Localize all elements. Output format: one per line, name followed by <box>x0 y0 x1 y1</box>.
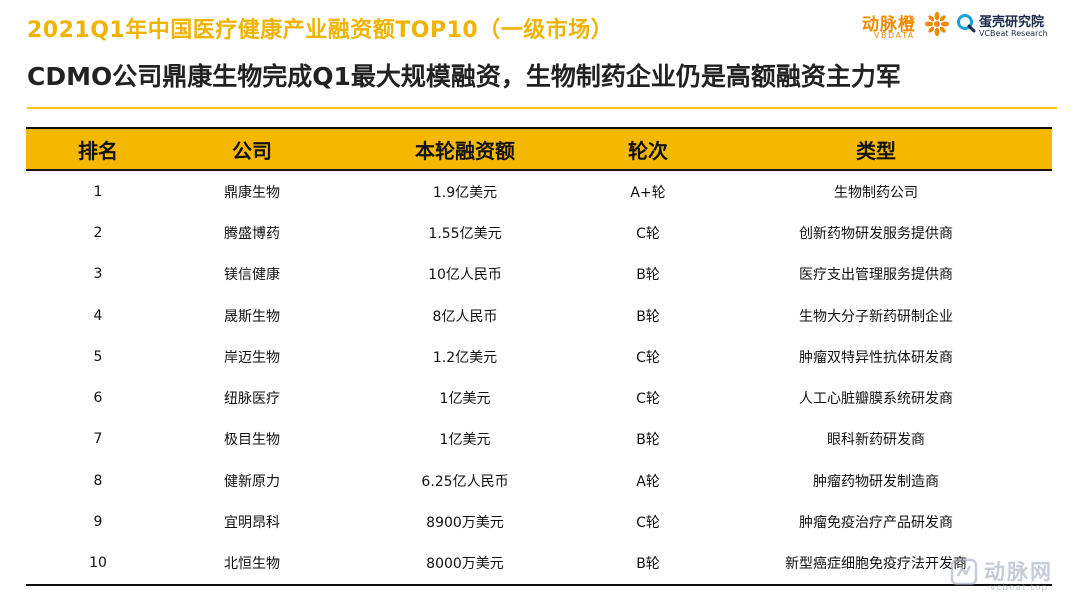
cell-company: 健新原力 <box>224 473 280 490</box>
column-header-rank: 排名 <box>78 138 118 163</box>
table-row: 3 镁信健康 10亿人民币 B轮 医疗支出管理服务提供商 <box>26 254 1052 295</box>
cell-rank: 10 <box>89 555 107 572</box>
watermark: 动脉网 vcbeat.top <box>950 554 1076 598</box>
cell-amount: 8亿人民币 <box>432 308 498 325</box>
vcbeat-logo-cn: 蛋壳研究院 <box>979 15 1045 30</box>
cell-rank: 7 <box>93 431 103 448</box>
column-header-amount: 本轮融资额 <box>415 138 515 163</box>
cell-rank: 6 <box>93 390 103 407</box>
cell-round: A+轮 <box>630 184 666 201</box>
cell-round: B轮 <box>636 432 660 449</box>
cell-company: 腾盛博药 <box>224 225 280 242</box>
vcbeat-logo: 蛋壳研究院 VCBeat Research <box>956 10 1060 40</box>
cell-round: C轮 <box>636 391 660 408</box>
cell-amount: 8000万美元 <box>426 556 504 573</box>
cell-type: 肿瘤双特异性抗体研发商 <box>799 349 953 366</box>
cell-round: B轮 <box>636 308 660 325</box>
watermark-en: vcbeat.top <box>990 583 1049 593</box>
cell-rank: 3 <box>93 266 103 283</box>
column-header-type: 类型 <box>856 138 896 163</box>
cell-round: C轮 <box>636 349 660 366</box>
table-row: 10 北恒生物 8000万美元 B轮 新型癌症细胞免疫疗法开发商 <box>26 543 1052 584</box>
cell-amount: 8900万美元 <box>426 515 504 532</box>
cell-company: 纽脉医疗 <box>224 391 280 408</box>
cell-rank: 2 <box>93 224 103 241</box>
cell-company: 宜明昂科 <box>224 515 280 532</box>
cell-round: A轮 <box>636 473 660 490</box>
cell-company: 晟斯生物 <box>224 308 280 325</box>
cell-type: 生物制药公司 <box>834 184 918 201</box>
cell-type: 人工心脏瓣膜系统研发商 <box>799 391 953 408</box>
vbdata-logo: 动脉橙 VBDATA <box>862 10 950 40</box>
vbdata-logo-cn: 动脉橙 <box>862 15 916 35</box>
cell-company: 极目生物 <box>224 432 280 449</box>
cell-rank: 8 <box>93 472 103 489</box>
cell-amount: 1.9亿美元 <box>432 184 498 201</box>
cell-amount: 6.25亿人民币 <box>421 473 509 490</box>
vcbeat-logo-en: VCBeat Research <box>979 29 1048 38</box>
table-row: 5 岸迈生物 1.2亿美元 C轮 肿瘤双特异性抗体研发商 <box>26 336 1052 377</box>
cell-type: 生物大分子新药研制企业 <box>799 308 953 325</box>
page-title: 2021Q1年中国医疗健康产业融资额TOP10（一级市场） <box>27 18 614 43</box>
vbdata-logo-en: VBDATA <box>874 31 915 40</box>
column-header-round: 轮次 <box>628 138 668 163</box>
header-divider <box>27 107 1057 109</box>
cell-rank: 1 <box>93 183 103 200</box>
cell-company: 镁信健康 <box>224 267 280 284</box>
table-row: 8 健新原力 6.25亿人民币 A轮 肿瘤药物研发制造商 <box>26 460 1052 501</box>
cell-rank: 9 <box>93 514 103 531</box>
vcbeat-q-icon <box>957 14 976 33</box>
cell-type: 医疗支出管理服务提供商 <box>799 267 953 284</box>
cell-amount: 1亿美元 <box>439 391 491 408</box>
cell-company: 岸迈生物 <box>224 349 280 366</box>
vcbeat-watermark-icon <box>950 558 978 586</box>
cell-round: B轮 <box>636 556 660 573</box>
table-row: 7 极目生物 1亿美元 B轮 眼科新药研发商 <box>26 419 1052 460</box>
cell-amount: 10亿人民币 <box>428 267 502 284</box>
cell-type: 肿瘤免疫治疗产品研发商 <box>799 515 953 532</box>
cell-amount: 1.55亿美元 <box>428 225 502 242</box>
cell-rank: 4 <box>93 307 103 324</box>
cell-round: B轮 <box>636 267 660 284</box>
cell-rank: 5 <box>93 348 103 365</box>
table-row: 1 鼎康生物 1.9亿美元 A+轮 生物制药公司 <box>26 171 1052 212</box>
table-row: 6 纽脉医疗 1亿美元 C轮 人工心脏瓣膜系统研发商 <box>26 377 1052 418</box>
cell-type: 新型癌症细胞免疫疗法开发商 <box>785 556 967 573</box>
table-row: 9 宜明昂科 8900万美元 C轮 肿瘤免疫治疗产品研发商 <box>26 501 1052 542</box>
table-header: 排名 公司 本轮融资额 轮次 类型 <box>26 127 1052 171</box>
funding-table: 排名 公司 本轮融资额 轮次 类型 1 鼎康生物 1.9亿美元 A+轮 生物制药… <box>26 127 1052 586</box>
table-row: 4 晟斯生物 8亿人民币 B轮 生物大分子新药研制企业 <box>26 295 1052 336</box>
vbdata-flower-icon <box>924 11 950 37</box>
cell-type: 创新药物研发服务提供商 <box>799 225 953 242</box>
cell-amount: 1亿美元 <box>439 432 491 449</box>
cell-amount: 1.2亿美元 <box>432 349 498 366</box>
cell-company: 北恒生物 <box>224 556 280 573</box>
cell-round: C轮 <box>636 225 660 242</box>
cell-round: C轮 <box>636 515 660 532</box>
column-header-company: 公司 <box>232 138 272 163</box>
watermark-cn: 动脉网 <box>984 560 1053 584</box>
table-body: 1 鼎康生物 1.9亿美元 A+轮 生物制药公司 2 腾盛博药 1.55亿美元 … <box>26 171 1052 586</box>
cell-type: 眼科新药研发商 <box>827 432 925 449</box>
cell-type: 肿瘤药物研发制造商 <box>813 473 939 490</box>
table-row: 2 腾盛博药 1.55亿美元 C轮 创新药物研发服务提供商 <box>26 212 1052 253</box>
page-subtitle: CDMO公司鼎康生物完成Q1最大规模融资，生物制药企业仍是高额融资主力军 <box>27 62 901 91</box>
cell-company: 鼎康生物 <box>224 184 280 201</box>
